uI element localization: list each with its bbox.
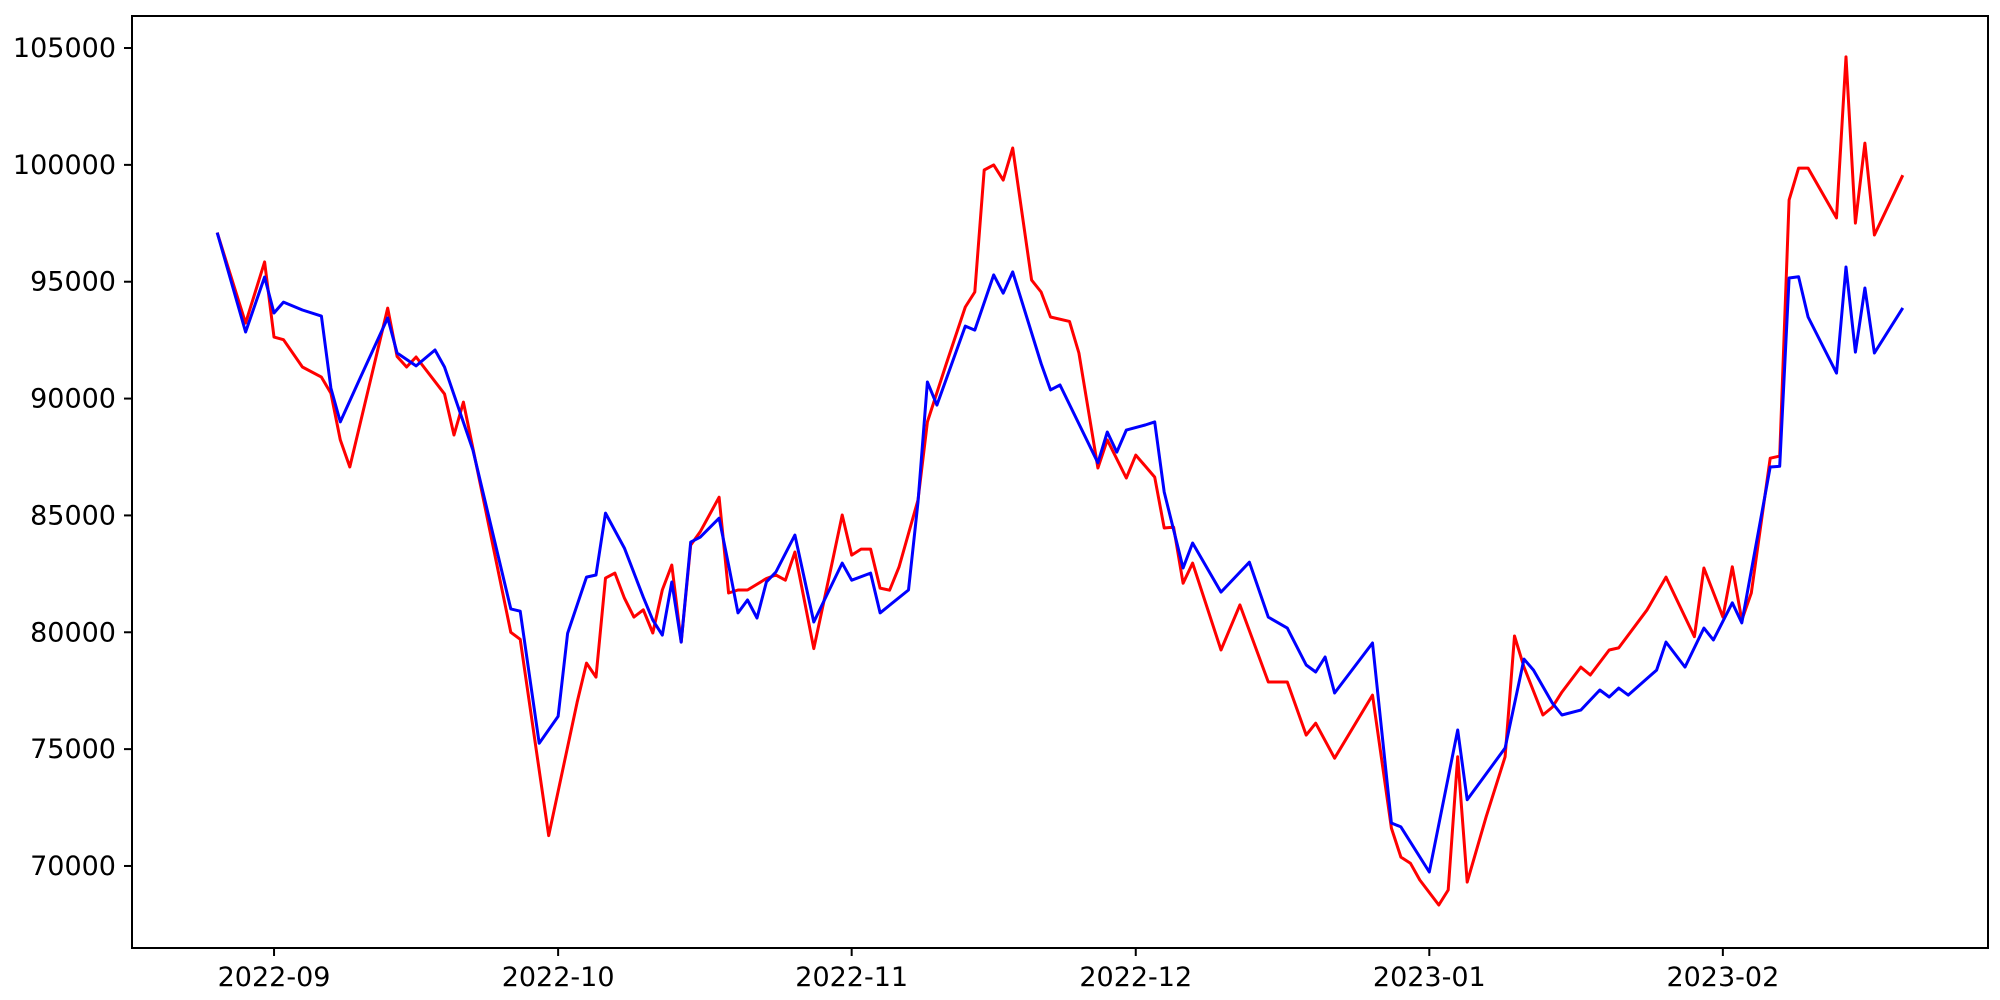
y-tick-label: 90000 [30,384,116,415]
y-tick-label: 105000 [13,33,116,64]
y-tick-label: 95000 [30,267,116,298]
x-tick-label: 2022-09 [218,962,331,993]
y-tick-label: 80000 [30,617,116,648]
y-tick-label: 70000 [30,851,116,882]
blue-series-line [215,232,1905,874]
y-tick-label: 75000 [30,734,116,765]
x-tick-label: 2023-01 [1373,962,1486,993]
x-tick-label: 2022-11 [795,962,908,993]
x-tick-label: 2023-02 [1666,962,1779,993]
y-tick-label: 85000 [30,500,116,531]
y-tick-label: 100000 [13,150,116,181]
x-tick-label: 2022-12 [1079,962,1192,993]
red-series-line [215,55,1905,907]
plot-border [131,15,1989,949]
x-tick-label: 2022-10 [502,962,615,993]
